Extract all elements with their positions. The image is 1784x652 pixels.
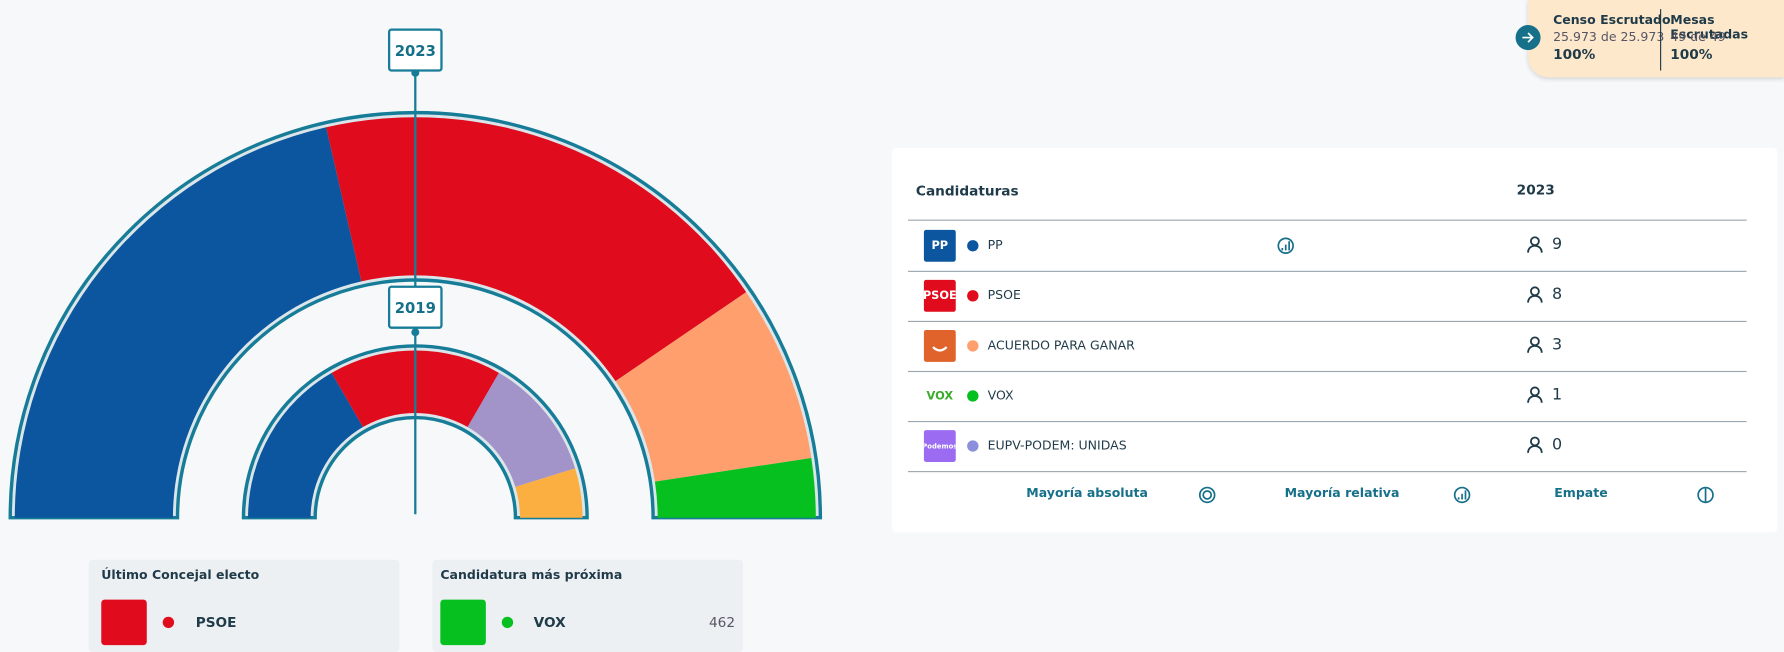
party-swatch [440,599,486,646]
party-logo: PP [923,229,956,262]
party-name: VOX [987,387,1014,403]
party-logo: VOX [923,380,956,412]
seat-segment [515,468,583,518]
status-detail: 49 de 49 [1670,29,1726,45]
party-name: PSOE [987,287,1021,303]
row-rule [907,370,1747,373]
person-icon [1526,336,1544,354]
status-detail: 25.973 de 25.973 [1553,29,1665,45]
year-box [387,28,443,72]
seat-count: 8 [1551,285,1563,304]
legend-icon [1453,486,1471,504]
status-label: Censo Escrutado [1553,12,1671,28]
last-elected-card: Último Concejal electo PSOE [88,559,400,652]
person-icon [1526,386,1544,404]
year-label: 2019 [395,300,436,317]
party-dot [967,440,979,452]
row-rule [907,219,1747,221]
seat-count: 9 [1551,235,1563,254]
seat-segment [467,372,576,487]
table-header: Candidaturas [915,183,1019,200]
seat-segment [14,127,362,518]
party-logo: PSOE [923,279,956,312]
party-dot [162,616,175,629]
party-dot [501,616,514,629]
seat-count: 1 [1551,385,1563,404]
row-rule [907,320,1747,322]
card-title: Candidatura más próxima [440,567,623,583]
hemicycle: 2023 2019 [8,28,823,520]
table-header: 2023 [1516,182,1555,198]
seat-segment [654,458,816,518]
party-logo: Podemos [923,430,956,462]
logo-text: Podemos [923,442,956,450]
party-dot [967,390,979,402]
card-title: Último Concejal electo [101,567,260,583]
person-icon [1526,286,1544,304]
row-rule [907,471,1747,473]
status-percent: 100% [1553,46,1596,63]
party-swatch [101,599,147,646]
year-box [387,285,443,329]
person-icon [1526,236,1544,254]
party-name: PSOE [195,614,237,631]
person-icon [1526,436,1544,454]
status-percent: 100% [1670,46,1713,63]
party-name: PP [987,237,1003,253]
logo-text: PSOE [923,289,956,303]
seat-count: 0 [1551,435,1563,454]
logo-icon [932,346,948,352]
seat-segment [248,372,363,518]
axis-dot [411,328,420,337]
seat-segment [615,292,812,482]
divider [1660,9,1662,71]
party-name: ACUERDO PARA GANAR [987,337,1135,353]
logo-text: VOX [926,389,954,403]
party-dot [967,340,979,352]
party-dot [967,290,979,302]
logo-text: PP [931,239,949,253]
seat-count: 3 [1551,335,1563,354]
legend-icon [1198,486,1216,504]
closest-card: Candidatura más próxima VOX 462 [432,559,743,652]
row-rule [907,270,1747,272]
party-name: EUPV-PODEM: UNIDAS [987,438,1127,453]
year-label: 2023 [395,43,436,60]
results-table: Candidaturas 2023 PP PP 9 PSOE PSOE 8 ACUERDO … [892,147,1778,533]
row-rule [907,420,1747,423]
status-badge: Censo Escrutado 25.973 de 25.973 100% Me… [1515,0,1784,78]
majority-icon [1277,237,1295,255]
legend-icon [1696,486,1714,504]
legend-label: Empate [1554,485,1608,501]
legend-label: Mayoría relativa [1284,485,1400,501]
arrow-button[interactable] [1515,25,1541,51]
votes: 462 [708,614,736,631]
party-logo [923,329,956,362]
party-dot [967,240,979,252]
status-label: Mesas Escrutadas [1670,12,1749,43]
seat-segment [326,117,747,382]
legend-label: Mayoría absoluta [1026,485,1148,501]
party-name: VOX [533,614,566,631]
